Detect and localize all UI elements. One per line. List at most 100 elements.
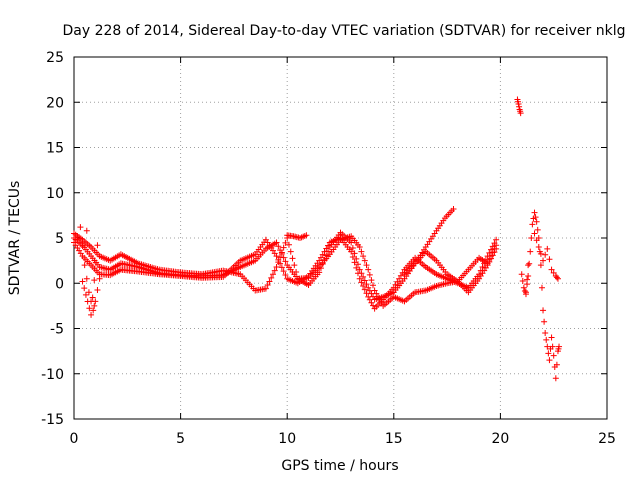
data-point <box>526 260 533 267</box>
x-tick-label: 10 <box>278 431 296 447</box>
data-marks <box>71 96 563 382</box>
y-axis-label: SDTVAR / TECUs <box>7 181 23 296</box>
y-tick-label: 0 <box>55 276 64 292</box>
data-point <box>486 258 493 265</box>
data-point <box>363 290 370 297</box>
data-point <box>289 255 296 262</box>
data-point <box>366 271 373 278</box>
data-point <box>553 361 560 368</box>
data-point <box>316 257 323 264</box>
data-point <box>88 311 95 318</box>
data-point <box>275 256 282 263</box>
y-tick-label: 10 <box>46 186 64 202</box>
data-point <box>317 254 324 261</box>
data-point <box>361 286 368 293</box>
data-point <box>282 258 289 265</box>
data-point <box>278 249 285 256</box>
data-point <box>321 248 328 255</box>
data-point <box>360 253 367 260</box>
data-point <box>481 260 488 267</box>
data-point <box>96 275 103 282</box>
data-point <box>541 318 548 325</box>
data-point <box>366 296 373 303</box>
data-point <box>368 277 375 284</box>
data-point <box>532 214 539 221</box>
data-point <box>546 357 553 364</box>
data-point <box>489 243 496 250</box>
data-point <box>553 274 560 281</box>
data-point <box>353 255 360 262</box>
data-point <box>479 263 486 270</box>
data-point <box>287 248 294 255</box>
data-point <box>484 262 491 269</box>
x-tick-label: 15 <box>385 431 403 447</box>
data-point <box>361 257 368 264</box>
data-point <box>535 244 542 251</box>
x-tick-label: 5 <box>176 431 185 447</box>
data-point <box>81 285 88 292</box>
x-tick-label: 25 <box>598 431 616 447</box>
data-point <box>271 267 278 274</box>
data-point <box>91 277 98 284</box>
data-point <box>349 244 356 251</box>
data-point <box>77 224 84 231</box>
x-tick-label: 20 <box>491 431 509 447</box>
data-point <box>544 245 551 252</box>
data-point <box>394 278 401 285</box>
data-point <box>546 256 553 263</box>
data-point <box>550 352 557 359</box>
data-point <box>92 298 99 305</box>
data-point <box>361 277 368 284</box>
data-point <box>280 268 287 275</box>
data-point <box>319 251 326 258</box>
y-tick-label: 5 <box>55 231 64 247</box>
data-point <box>528 235 535 241</box>
data-point <box>533 237 540 244</box>
data-point <box>273 239 280 246</box>
data-point <box>521 287 528 294</box>
data-point <box>300 233 307 240</box>
data-point <box>273 263 280 270</box>
y-tick-label: 15 <box>46 141 64 157</box>
data-point <box>482 256 489 263</box>
data-point <box>351 259 358 266</box>
data-point <box>282 271 289 278</box>
data-point <box>268 274 275 281</box>
data-point <box>493 236 500 243</box>
data-point <box>89 294 96 301</box>
data-point <box>370 282 377 289</box>
data-point <box>79 243 86 250</box>
data-point <box>360 273 367 280</box>
data-point <box>92 259 99 266</box>
data-point <box>489 252 496 259</box>
data-point <box>516 103 523 110</box>
data-point <box>520 284 527 291</box>
data-point <box>491 240 498 247</box>
data-point <box>540 257 547 264</box>
data-point <box>522 291 529 298</box>
data-point <box>517 110 524 117</box>
data-point <box>83 227 90 234</box>
data-point <box>282 239 289 246</box>
x-tick-label: 0 <box>70 431 79 447</box>
data-point <box>81 262 88 269</box>
series-track-10 <box>518 262 532 298</box>
data-point <box>548 334 555 341</box>
data-point <box>277 260 284 267</box>
data-point <box>266 278 273 285</box>
data-point <box>390 284 397 291</box>
data-point <box>365 266 372 273</box>
data-point <box>262 285 269 292</box>
data-point <box>356 244 363 251</box>
data-point <box>544 343 551 350</box>
data-point <box>531 230 538 237</box>
data-point <box>550 269 557 276</box>
data-point <box>363 262 370 269</box>
data-point <box>348 239 355 246</box>
series-track-6 <box>77 224 103 318</box>
axis-ticks: 0 5 10 15 20 25 -15 -10 -5 0 5 10 15 20 25 <box>41 50 616 447</box>
data-point <box>354 270 361 277</box>
data-point <box>85 289 92 296</box>
data-point <box>349 254 356 261</box>
data-point <box>518 271 525 278</box>
